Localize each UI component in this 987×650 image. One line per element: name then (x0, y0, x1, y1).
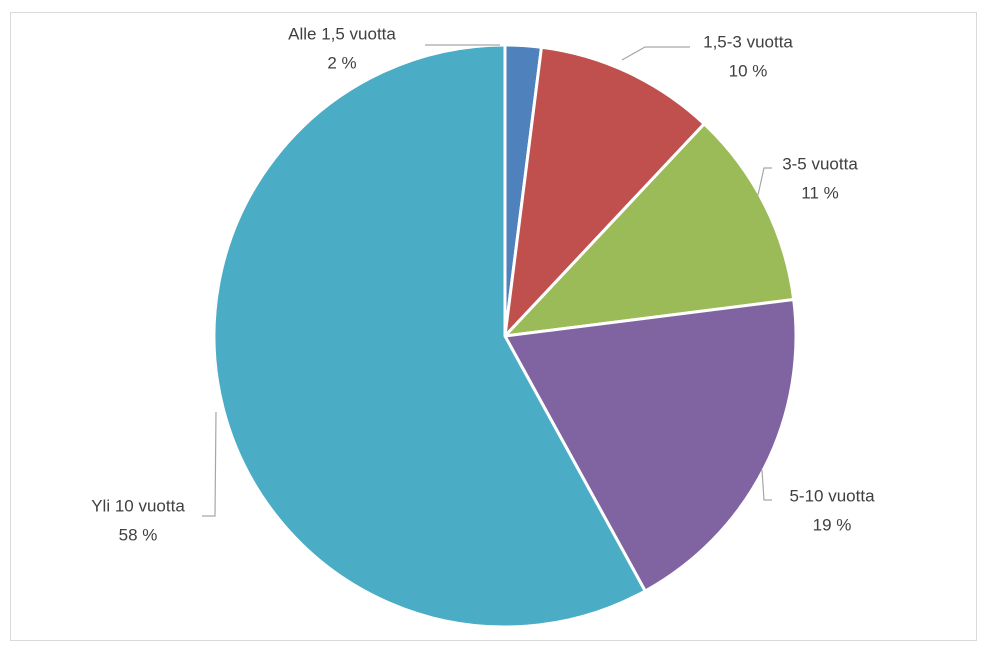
pie-slice (502, 297, 798, 594)
leader-line (621, 46, 690, 61)
pie-slice (212, 43, 648, 629)
slice-value-label: 58 % (119, 525, 158, 544)
slice-value-label: 10 % (729, 61, 768, 80)
slice-value-label: 11 % (801, 183, 839, 202)
slice-label: 1,5-3 vuotta (703, 32, 793, 51)
slice-label: 5-10 vuotta (789, 486, 875, 505)
leader-line (202, 411, 217, 517)
slice-label: Yli 10 vuotta (91, 496, 185, 515)
leader-line (761, 469, 772, 501)
pie-slice (501, 121, 796, 339)
slice-label: Alle 1,5 vuotta (288, 24, 396, 43)
slice-value-label: 2 % (327, 53, 356, 72)
pie (212, 43, 798, 629)
slice-label: 3-5 vuotta (782, 154, 858, 173)
pie-slice (502, 45, 707, 341)
leader-line (757, 167, 772, 196)
slice-value-label: 19 % (813, 515, 852, 534)
